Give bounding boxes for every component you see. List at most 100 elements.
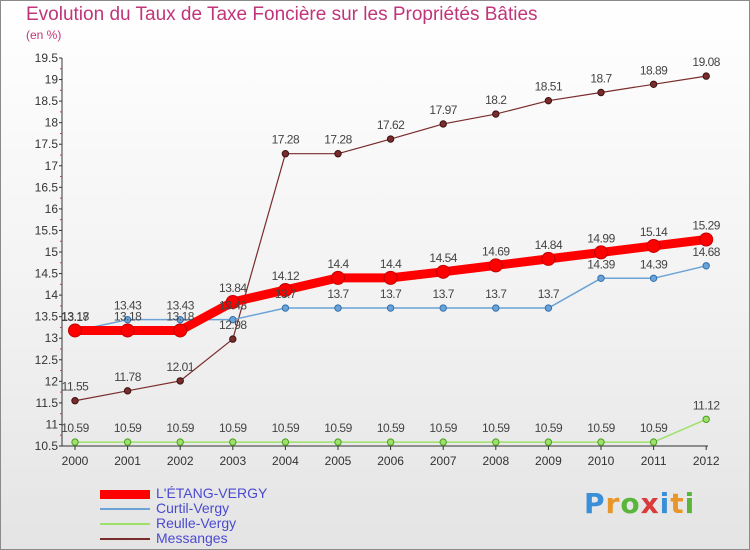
data-point xyxy=(281,150,290,158)
data-point xyxy=(492,110,500,118)
data-point xyxy=(439,120,447,128)
legend-label: Curtil-Vergy xyxy=(156,500,230,516)
data-point xyxy=(71,397,79,405)
data-point xyxy=(229,335,237,343)
data-label: 13.7 xyxy=(538,287,560,301)
x-tick-label: 2009 xyxy=(535,454,562,468)
data-point xyxy=(544,96,553,105)
x-tick-label: 2011 xyxy=(641,454,667,468)
data-point xyxy=(383,270,398,285)
data-label: 13.18 xyxy=(114,309,142,323)
data-point xyxy=(281,304,290,312)
data-point xyxy=(123,315,132,324)
data-point xyxy=(334,150,342,158)
data-label: 11.12 xyxy=(693,398,720,412)
data-label: 17.62 xyxy=(377,118,405,132)
data-label: 17.97 xyxy=(429,103,457,117)
data-label: 10.59 xyxy=(114,421,142,435)
data-label: 10.59 xyxy=(61,421,89,435)
data-label: 10.59 xyxy=(377,421,405,435)
data-label: 10.59 xyxy=(219,421,247,435)
data-label: 13.7 xyxy=(327,287,349,301)
data-label: 10.59 xyxy=(640,421,668,435)
data-point xyxy=(120,323,135,338)
data-label: 13.84 xyxy=(219,281,247,295)
data-label: 13.7 xyxy=(380,287,402,301)
data-point xyxy=(597,438,605,446)
data-point xyxy=(597,88,605,97)
logo-letter: P xyxy=(584,487,606,520)
data-label: 15.14 xyxy=(640,225,668,239)
data-label: 18.7 xyxy=(590,71,612,85)
data-point xyxy=(439,438,447,446)
y-tick-label: 11 xyxy=(46,417,59,431)
data-point xyxy=(386,438,395,446)
data-point xyxy=(386,135,395,143)
data-label: 14.99 xyxy=(587,231,615,245)
legend-swatch xyxy=(100,538,150,540)
data-label: 14.84 xyxy=(535,238,563,252)
data-label: 19.08 xyxy=(692,55,720,69)
data-point xyxy=(71,438,79,446)
data-point xyxy=(229,315,237,324)
x-tick-label: 2000 xyxy=(62,454,89,468)
data-point xyxy=(386,304,395,312)
data-label: 14.68 xyxy=(692,245,720,259)
logo-letter: o xyxy=(620,487,641,520)
y-tick-label: 17.5 xyxy=(35,137,59,151)
y-tick-label: 15.5 xyxy=(35,223,59,237)
data-label: 15.29 xyxy=(692,218,720,232)
y-tick-label: 16.5 xyxy=(35,180,59,194)
y-tick-label: 16 xyxy=(45,202,59,216)
data-label: 14.54 xyxy=(429,251,457,265)
data-point xyxy=(649,274,658,282)
data-label: 10.59 xyxy=(587,421,615,435)
data-point xyxy=(278,282,293,297)
x-tick-label: 2001 xyxy=(114,454,141,468)
data-label: 13.43 xyxy=(166,299,194,313)
data-point xyxy=(173,323,188,338)
data-point xyxy=(702,72,710,80)
legend-label: Messanges xyxy=(156,530,228,546)
data-point xyxy=(123,438,132,446)
data-label: 14.39 xyxy=(640,257,668,271)
logo-letter: x xyxy=(640,487,660,520)
data-point xyxy=(281,438,290,446)
y-tick-label: 12.5 xyxy=(35,353,59,367)
x-tick-label: 2006 xyxy=(377,454,404,468)
data-point xyxy=(68,323,82,338)
unit-label: (en %) xyxy=(26,28,62,42)
data-label: 13.43 xyxy=(219,299,247,313)
data-label: 18.2 xyxy=(485,93,507,107)
data-point xyxy=(544,304,553,312)
data-point xyxy=(331,270,345,285)
y-tick-label: 15 xyxy=(45,245,59,259)
y-tick-label: 10.5 xyxy=(35,439,59,453)
data-label: 10.59 xyxy=(324,421,352,435)
data-label: 17.28 xyxy=(272,133,300,147)
data-point xyxy=(488,258,503,273)
y-tick-label: 19.5 xyxy=(35,51,59,65)
legend-label: L'ÉTANG-VERGY xyxy=(156,485,268,501)
data-label: 14.4 xyxy=(380,257,402,271)
y-tick-label: 18 xyxy=(45,116,59,130)
data-point xyxy=(544,438,553,446)
y-tick-label: 12 xyxy=(45,374,59,388)
data-point xyxy=(176,438,184,446)
data-label: 14.39 xyxy=(587,257,615,271)
data-point xyxy=(597,274,605,282)
data-point xyxy=(176,315,184,324)
data-label: 10.59 xyxy=(535,421,563,435)
data-point xyxy=(334,304,342,312)
data-label: 13.7 xyxy=(275,287,297,301)
legend-swatch xyxy=(100,523,150,525)
data-label: 11.78 xyxy=(114,370,141,384)
data-point xyxy=(436,264,451,279)
proxiti-logo: Proxiti xyxy=(584,487,695,520)
x-tick-label: 2002 xyxy=(167,454,194,468)
data-point xyxy=(541,251,556,266)
y-tick-label: 11.5 xyxy=(36,396,59,410)
data-label: 14.4 xyxy=(327,257,349,271)
data-label: 12.98 xyxy=(219,318,247,332)
data-point xyxy=(699,232,714,247)
